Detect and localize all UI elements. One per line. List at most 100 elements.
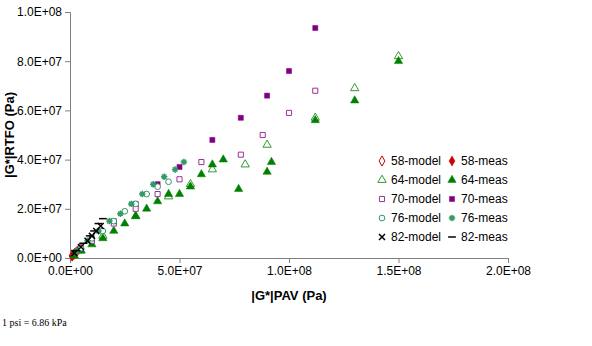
point [286,68,291,73]
legend-marker [379,234,385,240]
point [208,160,216,167]
tick-mark [399,258,400,263]
series [70,56,402,258]
point [265,93,270,98]
tick: 1.0E+08 [267,258,312,278]
point [186,182,194,189]
point [142,204,150,211]
series [78,179,171,251]
point [238,115,243,120]
tick-label: 0.0E+00 [48,264,93,278]
tick-mark [65,110,70,111]
legend-marker [449,215,455,221]
legend-entry: 70-model [379,192,441,206]
tick-label: 1.0E+08 [17,5,62,19]
legend-label: 70-meas [461,192,508,206]
point [166,179,172,185]
tick: 1.0E+08 [17,5,70,19]
point [99,218,107,220]
axis-line [65,13,71,259]
tick: 0.0E+00 [17,251,70,265]
tick-mark [65,209,70,210]
legend-label: 82-model [391,230,441,244]
legend-label: 76-model [391,211,441,225]
point [164,189,172,196]
tick: 2.0E+08 [486,258,531,278]
point [90,230,98,232]
tick: 6.0E+07 [17,104,70,118]
plot: 0.0E+005.0E+071.0E+081.5E+082.0E+080.0E+… [17,5,531,277]
tick-label: 2.0E+07 [17,202,62,216]
legend-marker [379,215,385,221]
point [234,184,242,191]
point [99,234,107,241]
chart: 0.0E+005.0E+071.0E+081.5E+082.0E+080.0E+… [0,0,592,346]
point [286,110,291,115]
tick-label: 8.0E+07 [17,55,62,69]
point [121,219,129,226]
point [267,157,275,164]
point [95,223,103,225]
series [77,51,403,253]
x-axis-title: |G*|PAV (Pa) [251,288,326,303]
point [219,155,227,162]
tick-mark [180,258,181,263]
series [78,25,317,250]
point [117,210,123,216]
legend-label: 58-model [391,154,441,168]
point [172,166,178,172]
point [313,25,318,30]
tick-label: 6.0E+07 [17,104,62,118]
tick-mark [65,12,70,13]
series [71,223,103,256]
point [86,235,94,237]
points [69,25,402,261]
tick: 1.5E+08 [376,258,421,278]
series [73,219,107,251]
axis-line [71,259,509,264]
point [241,160,249,167]
tick-label: 1.5E+08 [376,264,421,278]
legend-label: 70-model [391,192,441,206]
legend-marker [448,175,456,182]
legend-entry: 82-meas [448,230,508,244]
legend-label: 76-meas [461,211,508,225]
legend-marker [448,236,456,238]
point [260,132,265,137]
tick: 2.0E+07 [17,202,70,216]
point [153,197,161,204]
point [238,152,243,157]
point [181,159,187,165]
x-axis: 0.0E+005.0E+071.0E+081.5E+082.0E+08 [48,258,531,278]
tick-label: 4.0E+07 [17,153,62,167]
legend-entry: 58-model [379,154,441,168]
tick-mark [65,160,70,161]
point [161,174,167,180]
point [132,211,140,218]
tick: 8.0E+07 [17,55,70,69]
legend-entry: 76-model [379,211,441,225]
point [132,211,140,218]
legend-marker [378,175,386,182]
legend-label: 58-meas [461,154,508,168]
point [128,201,134,207]
legend-label: 82-meas [461,230,508,244]
legend-entry: 76-meas [449,211,508,225]
point [199,160,204,165]
point [313,88,318,93]
legend-entry: 70-meas [449,192,507,206]
point [263,140,271,147]
tick-mark [508,258,509,263]
point [79,242,87,244]
legend-entry: 58-meas [449,154,508,168]
point [175,189,183,196]
point [351,83,359,90]
legend-marker [449,196,454,201]
point [106,218,112,224]
tick-label: 2.0E+08 [486,264,531,278]
point [150,181,156,187]
point [177,177,182,182]
tick-label: 0.0E+00 [17,251,62,265]
point [155,191,160,196]
legend-entry: 64-meas [448,173,508,187]
